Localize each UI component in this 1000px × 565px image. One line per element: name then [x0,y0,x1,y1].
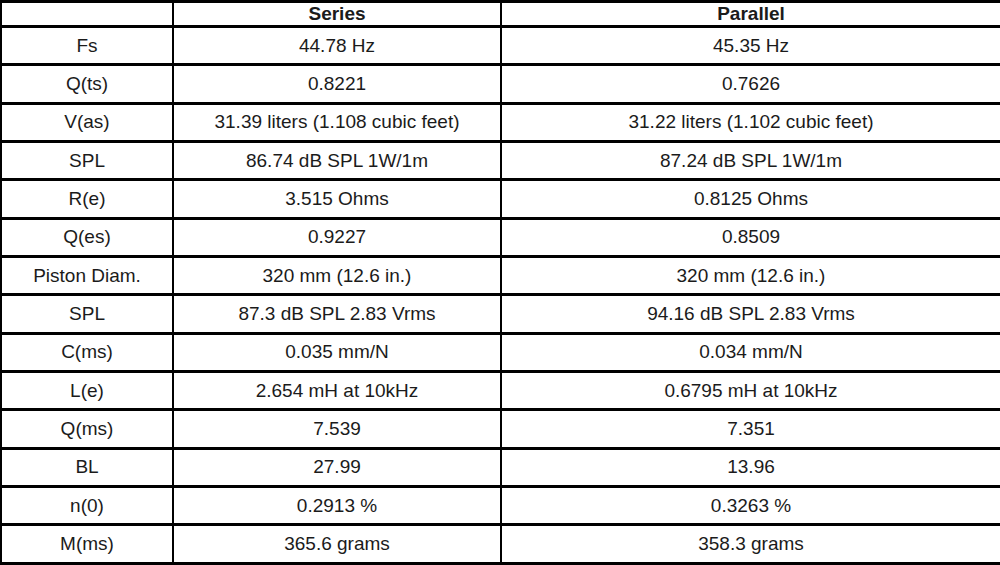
parameter-cell: SPL [1,295,173,333]
table-row: SPL86.74 dB SPL 1W/1m87.24 dB SPL 1W/1m [1,142,1000,180]
header-cell-parallel: Parallel [501,2,1000,27]
table-body: Fs44.78 Hz45.35 HzQ(ts)0.82210.7626V(as)… [1,27,1000,564]
table-row: Q(ms)7.5397.351 [1,410,1000,448]
series-value-cell: 0.8221 [173,65,501,103]
series-value-cell: 320 mm (12.6 in.) [173,257,501,295]
parameter-cell: Q(ms) [1,410,173,448]
header-cell-parameter [1,2,173,27]
parameter-cell: M(ms) [1,525,173,564]
parameter-cell: V(as) [1,103,173,141]
parallel-value-cell: 13.96 [501,448,1000,486]
header-cell-series: Series [173,2,501,27]
table-row: n(0)0.2913 %0.3263 % [1,487,1000,525]
parameter-cell: R(e) [1,180,173,218]
series-value-cell: 87.3 dB SPL 2.83 Vrms [173,295,501,333]
parameter-cell: Piston Diam. [1,257,173,295]
table-header: Series Parallel [1,2,1000,27]
table-row: V(as)31.39 liters (1.108 cubic feet)31.2… [1,103,1000,141]
parameter-cell: Fs [1,27,173,65]
parameter-cell: n(0) [1,487,173,525]
series-value-cell: 7.539 [173,410,501,448]
parameter-cell: SPL [1,142,173,180]
series-value-cell: 86.74 dB SPL 1W/1m [173,142,501,180]
table-row: L(e)2.654 mH at 10kHz0.6795 mH at 10kHz [1,372,1000,410]
parallel-value-cell: 45.35 Hz [501,27,1000,65]
parameter-cell: Q(ts) [1,65,173,103]
series-value-cell: 0.035 mm/N [173,333,501,371]
table-row: Q(es)0.92270.8509 [1,218,1000,256]
parallel-value-cell: 94.16 dB SPL 2.83 Vrms [501,295,1000,333]
table-row: R(e)3.515 Ohms0.8125 Ohms [1,180,1000,218]
table-row: Q(ts)0.82210.7626 [1,65,1000,103]
parameter-cell: BL [1,448,173,486]
speaker-parameters-table: Series Parallel Fs44.78 Hz45.35 HzQ(ts)0… [0,0,1000,565]
parallel-value-cell: 0.034 mm/N [501,333,1000,371]
table-row: M(ms)365.6 grams358.3 grams [1,525,1000,564]
parallel-value-cell: 0.3263 % [501,487,1000,525]
series-value-cell: 3.515 Ohms [173,180,501,218]
table-row: SPL87.3 dB SPL 2.83 Vrms94.16 dB SPL 2.8… [1,295,1000,333]
parallel-value-cell: 0.8125 Ohms [501,180,1000,218]
parallel-value-cell: 87.24 dB SPL 1W/1m [501,142,1000,180]
series-value-cell: 27.99 [173,448,501,486]
parallel-value-cell: 358.3 grams [501,525,1000,564]
parallel-value-cell: 0.7626 [501,65,1000,103]
header-row: Series Parallel [1,2,1000,27]
parallel-value-cell: 7.351 [501,410,1000,448]
series-value-cell: 0.2913 % [173,487,501,525]
table-row: BL27.9913.96 [1,448,1000,486]
parameter-cell: Q(es) [1,218,173,256]
parallel-value-cell: 0.6795 mH at 10kHz [501,372,1000,410]
parameter-cell: C(ms) [1,333,173,371]
table-row: Piston Diam.320 mm (12.6 in.)320 mm (12.… [1,257,1000,295]
table-row: Fs44.78 Hz45.35 Hz [1,27,1000,65]
parallel-value-cell: 31.22 liters (1.102 cubic feet) [501,103,1000,141]
series-value-cell: 365.6 grams [173,525,501,564]
series-value-cell: 0.9227 [173,218,501,256]
parallel-value-cell: 320 mm (12.6 in.) [501,257,1000,295]
table-row: C(ms)0.035 mm/N0.034 mm/N [1,333,1000,371]
parameter-cell: L(e) [1,372,173,410]
parallel-value-cell: 0.8509 [501,218,1000,256]
series-value-cell: 2.654 mH at 10kHz [173,372,501,410]
series-value-cell: 44.78 Hz [173,27,501,65]
series-value-cell: 31.39 liters (1.108 cubic feet) [173,103,501,141]
